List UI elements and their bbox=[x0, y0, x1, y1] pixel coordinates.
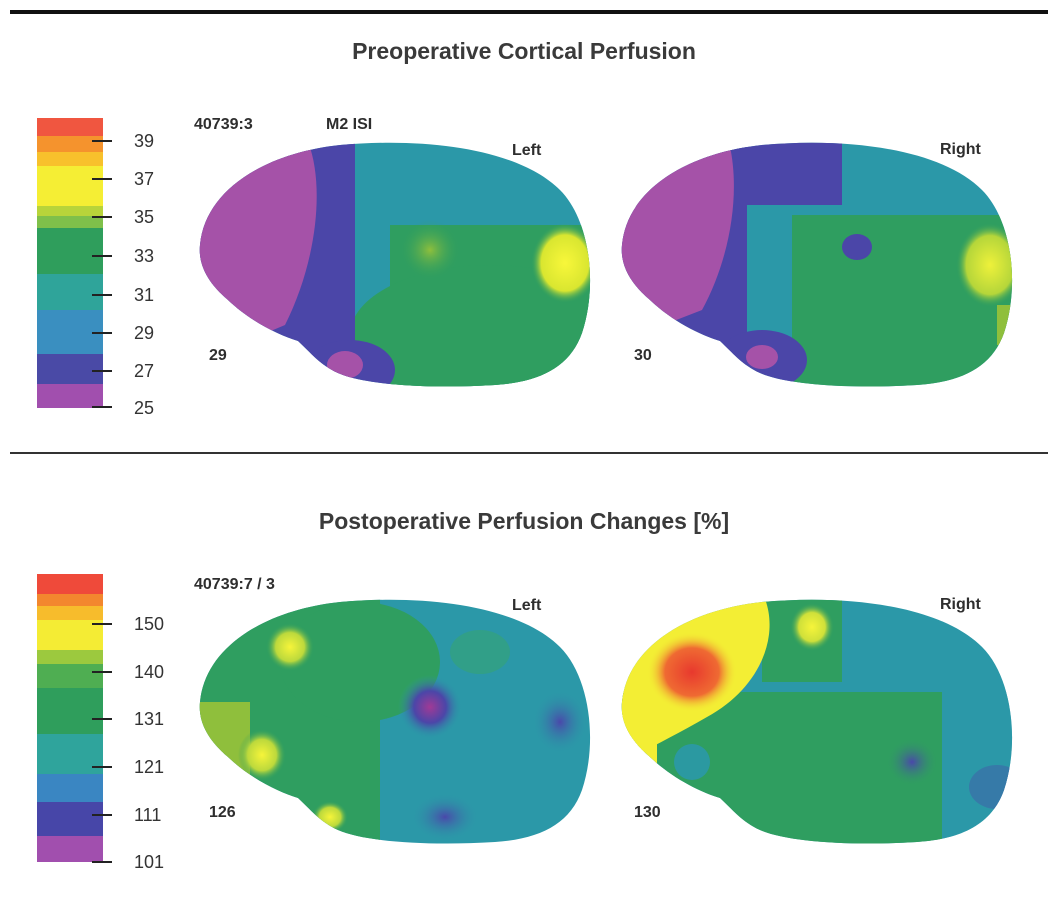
panel1-tick bbox=[92, 216, 112, 218]
panel1-tick bbox=[92, 294, 112, 296]
panel2-tick-label: 101 bbox=[134, 852, 165, 872]
panel1-tick-label: 39 bbox=[134, 131, 155, 151]
panel1-tick-label: 27 bbox=[134, 361, 155, 381]
panel2-tick bbox=[92, 671, 112, 673]
panel2-title: Postoperative Perfusion Changes [%] bbox=[318, 508, 730, 534]
panel2-left-label: Left bbox=[512, 597, 542, 614]
panel2-tick-label: 121 bbox=[134, 757, 165, 777]
panel1-tick-label: 35 bbox=[134, 207, 155, 227]
panel2-brain-right bbox=[621, 599, 1013, 844]
panel1-tick bbox=[92, 178, 112, 180]
panel1-tick-label: 33 bbox=[134, 246, 155, 266]
panel2-tick-label: 131 bbox=[134, 709, 165, 729]
panel1-tick-label: 25 bbox=[134, 398, 155, 418]
panel2-tick bbox=[92, 861, 112, 863]
panel2-tick bbox=[92, 718, 112, 720]
panel1-sequence: M2 ISI bbox=[326, 116, 373, 133]
panel1-left-label: Left bbox=[512, 142, 542, 159]
panel1-tick bbox=[92, 370, 112, 372]
panel1-scan-id: 40739:3 bbox=[194, 116, 253, 133]
panel2-scan-id: 40739:7 / 3 bbox=[194, 576, 275, 593]
panel1-brain-left bbox=[199, 142, 591, 387]
panel1-colorbar bbox=[37, 118, 103, 408]
panel2-tick bbox=[92, 766, 112, 768]
panel2-right-value: 130 bbox=[634, 804, 661, 821]
panel2-left-value: 126 bbox=[209, 804, 236, 821]
panel2-tick-label: 140 bbox=[134, 662, 165, 682]
panel1-left-value: 29 bbox=[209, 347, 227, 364]
section-divider bbox=[10, 452, 1048, 454]
panel1-tick bbox=[92, 332, 112, 334]
panel1-tick-label: 31 bbox=[134, 285, 155, 305]
panel1-tick bbox=[92, 255, 112, 257]
panel2-tick bbox=[92, 623, 112, 625]
panel1-title: Preoperative Cortical Perfusion bbox=[352, 38, 696, 64]
panel2-colorbar bbox=[37, 574, 103, 862]
panel2-brain-left bbox=[199, 599, 591, 844]
panel1-right-value: 30 bbox=[634, 347, 652, 364]
panel1-tick-label: 37 bbox=[134, 169, 155, 189]
panel1-tick bbox=[92, 140, 112, 142]
panel2-tick-label: 111 bbox=[134, 805, 162, 825]
panel2-right-label: Right bbox=[940, 596, 981, 613]
panel1-brain-right bbox=[621, 142, 1013, 387]
panel1-right-label: Right bbox=[940, 141, 981, 158]
panel1-tick bbox=[92, 406, 112, 408]
panel2-tick-label: 150 bbox=[134, 614, 165, 634]
panel2-tick bbox=[92, 814, 112, 816]
panel1-tick-label: 29 bbox=[134, 323, 155, 343]
top-rule bbox=[10, 10, 1048, 14]
